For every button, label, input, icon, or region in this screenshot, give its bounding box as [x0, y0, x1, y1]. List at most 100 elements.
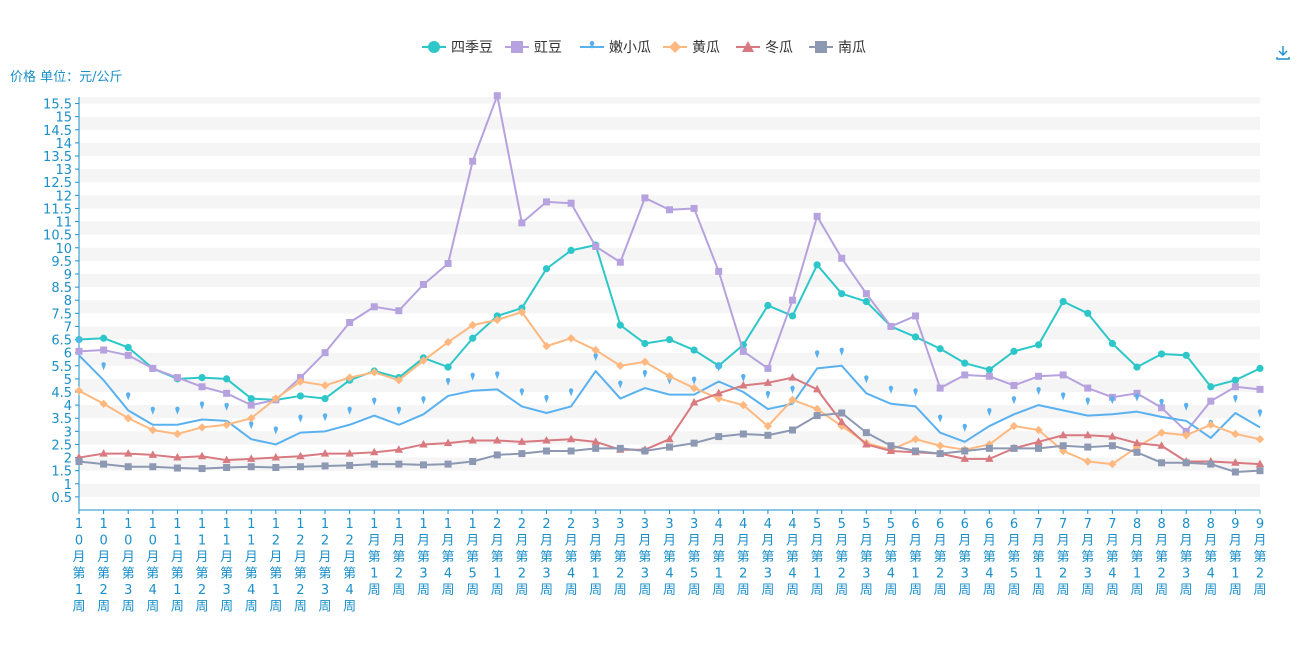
- legend-item[interactable]: 嫩小瓜: [580, 40, 651, 56]
- data-point: [1011, 396, 1017, 405]
- data-point: [788, 395, 797, 405]
- y-tick-label: 15: [55, 111, 72, 126]
- grid-band: [79, 97, 1260, 104]
- data-point: [419, 439, 428, 448]
- x-tick-label: 1 2 月第 1 周: [269, 517, 282, 615]
- data-point: [1110, 396, 1115, 405]
- data-point: [148, 450, 158, 458]
- data-point: [346, 461, 354, 469]
- x-tick-label: 1 月第 4 周: [442, 517, 455, 598]
- legend-item[interactable]: 冬瓜: [736, 40, 793, 56]
- x-tick-label: 7 月第 4 周: [1106, 517, 1119, 598]
- data-point: [542, 447, 550, 455]
- legend-item[interactable]: 豇豆: [505, 40, 562, 56]
- data-point: [690, 439, 698, 447]
- data-point: [862, 429, 870, 437]
- x-tick-label: 1 1 月第 2 周: [196, 517, 209, 615]
- data-point: [985, 444, 993, 452]
- data-point: [444, 460, 452, 468]
- data-point: [271, 453, 281, 461]
- data-point: [567, 246, 575, 254]
- data-point: [419, 356, 428, 365]
- data-point: [641, 194, 649, 202]
- data-point: [1010, 381, 1018, 389]
- data-point: [370, 447, 379, 456]
- data-point: [1083, 430, 1092, 439]
- legend-item[interactable]: 黄瓜: [663, 39, 720, 56]
- data-point: [75, 347, 83, 355]
- data-point: [1159, 398, 1164, 407]
- download-icon[interactable]: [1274, 44, 1292, 62]
- x-tick-label: 1 月第 5 周: [466, 517, 479, 598]
- data-point: [493, 315, 502, 325]
- y-tick-label: 14: [55, 137, 72, 152]
- data-point: [298, 414, 303, 423]
- data-point: [862, 439, 871, 448]
- data-point: [395, 307, 403, 315]
- data-point: [321, 394, 329, 403]
- y-tick-label: 6: [64, 347, 72, 362]
- data-point: [911, 333, 920, 341]
- x-tick-label: 8 月第 2 周: [1155, 517, 1168, 598]
- data-point: [666, 206, 673, 214]
- data-point: [1132, 438, 1142, 447]
- data-point: [419, 461, 427, 469]
- data-point: [936, 384, 944, 392]
- data-point: [493, 92, 501, 100]
- data-point: [887, 442, 895, 450]
- data-point: [666, 443, 673, 451]
- data-point: [592, 242, 600, 250]
- data-point: [149, 463, 157, 471]
- data-point: [616, 258, 624, 266]
- data-point: [396, 406, 402, 415]
- data-point: [273, 426, 279, 435]
- data-point: [443, 337, 453, 347]
- y-tick-label: 1: [64, 478, 72, 493]
- legend-item[interactable]: 四季豆: [422, 40, 493, 56]
- data-point: [568, 388, 574, 397]
- data-point: [812, 384, 822, 393]
- data-point: [1183, 402, 1189, 411]
- x-tick-label: 6 月第 1 周: [909, 517, 922, 598]
- data-point: [715, 267, 723, 275]
- y-tick-label: 7: [64, 320, 72, 335]
- data-point: [247, 463, 255, 471]
- x-tick-label: 1 2 月第 2 周: [294, 517, 307, 615]
- data-point: [296, 451, 305, 460]
- data-point: [1036, 386, 1041, 396]
- data-point: [839, 347, 844, 356]
- data-point: [173, 464, 181, 472]
- data-point: [320, 381, 330, 390]
- data-point: [961, 359, 969, 367]
- data-point: [1231, 458, 1240, 466]
- data-point: [1108, 339, 1116, 348]
- data-point: [888, 385, 894, 394]
- data-point: [864, 375, 869, 384]
- data-point: [640, 357, 650, 367]
- data-point: [345, 449, 354, 457]
- x-tick-label: 1 2 月第 3 周: [319, 517, 332, 615]
- data-point: [887, 322, 895, 330]
- data-point: [296, 392, 305, 400]
- data-point: [1157, 350, 1166, 358]
- data-point: [100, 460, 108, 468]
- y-tick-label: 7.5: [51, 307, 72, 322]
- x-tick-label: 8 月第 1 周: [1130, 517, 1143, 598]
- x-tick-label: 9 月第 1 周: [1229, 517, 1242, 598]
- data-point: [789, 426, 797, 434]
- legend-item[interactable]: 南瓜: [809, 40, 866, 56]
- grid-band: [79, 326, 1260, 340]
- data-point: [346, 319, 354, 327]
- data-point: [1059, 371, 1067, 379]
- data-point: [764, 301, 772, 310]
- data-point: [1084, 384, 1092, 392]
- data-point: [394, 376, 404, 385]
- data-point: [493, 436, 502, 444]
- x-tick-label: 8 月第 3 周: [1180, 517, 1193, 598]
- data-point: [1060, 392, 1066, 401]
- x-tick-label: 3 月第 5 周: [688, 517, 701, 598]
- data-point: [837, 417, 846, 426]
- data-point: [100, 346, 108, 354]
- y-tick-label: 12.5: [43, 176, 72, 191]
- data-point: [789, 296, 797, 304]
